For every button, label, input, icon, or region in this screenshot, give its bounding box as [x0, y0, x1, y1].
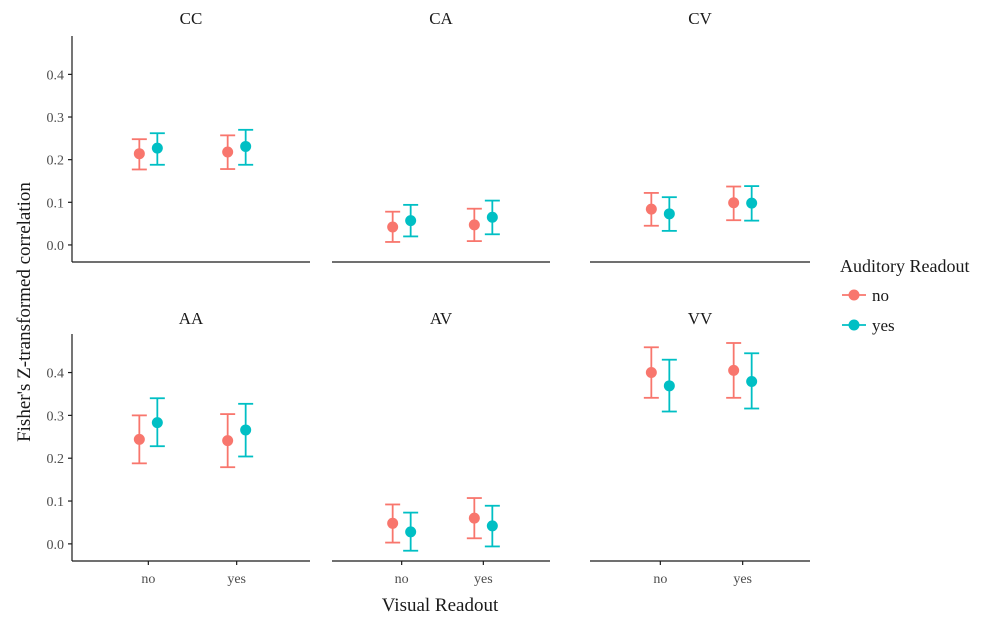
series-yes — [403, 199, 500, 238]
x-tick-label: yes — [227, 572, 246, 587]
data-point — [486, 211, 498, 223]
data-point — [645, 367, 657, 379]
y-tick-label: 0.0 — [47, 239, 65, 254]
data-point — [405, 215, 417, 227]
data-point — [387, 221, 399, 233]
series-no — [643, 185, 742, 227]
data-point — [133, 148, 145, 160]
data-point — [468, 512, 480, 524]
series-yes — [661, 352, 760, 413]
data-point — [151, 142, 163, 154]
x-tick-label: no — [653, 572, 667, 587]
series-no — [131, 134, 236, 171]
data-point — [468, 219, 480, 231]
series-no — [131, 413, 236, 469]
facet-panel-cv: CV — [590, 9, 810, 263]
facet-panels: CC 0.0 0.1 0.2 0.3 0.4 CA CV AA 0.0 0.1 0.2 0.3 0.4 no… — [47, 9, 810, 587]
x-tick-label: yes — [474, 572, 493, 587]
legend-key-point — [848, 289, 860, 301]
series-yes — [661, 185, 760, 232]
legend-label: no — [872, 286, 889, 305]
data-point — [663, 208, 675, 220]
legend-key-point — [848, 319, 860, 331]
y-tick-label: 0.4 — [47, 367, 65, 382]
y-tick-label: 0.2 — [47, 452, 65, 467]
x-tick-label: yes — [733, 572, 752, 587]
data-point — [728, 197, 740, 209]
data-point — [663, 380, 675, 392]
data-point — [728, 364, 740, 376]
x-axis-title: Visual Readout — [382, 595, 499, 616]
y-axis-title: Fisher's Z-transformed correlation — [14, 182, 35, 442]
data-point — [486, 520, 498, 532]
data-point — [133, 433, 145, 445]
y-tick-label: 0.3 — [47, 409, 65, 424]
legend-title: Auditory Readout — [840, 256, 969, 276]
y-tick-label: 0.3 — [47, 111, 65, 126]
legend-label: yes — [872, 316, 895, 335]
legend-entry-no: no — [842, 286, 889, 305]
data-point — [240, 140, 252, 152]
data-point — [387, 517, 399, 529]
data-point — [222, 435, 234, 447]
data-point — [222, 146, 234, 158]
facet-panel-av: AV no yes — [332, 309, 550, 587]
y-tick-label: 0.1 — [47, 196, 65, 211]
panel-title: CV — [688, 9, 712, 28]
legend: Auditory Readout no yes — [840, 256, 969, 335]
panel-title: CA — [429, 9, 453, 28]
data-point — [746, 197, 758, 209]
y-tick-label: 0.2 — [47, 154, 65, 169]
x-tick-label: no — [141, 572, 155, 587]
panel-title: CC — [180, 9, 203, 28]
data-point — [645, 203, 657, 215]
series-yes — [403, 504, 500, 552]
series-no — [385, 497, 482, 544]
facet-panel-cc: CC 0.0 0.1 0.2 0.3 0.4 — [47, 9, 310, 263]
series-yes — [149, 397, 254, 458]
y-tick-label: 0.4 — [47, 68, 65, 83]
panel-title: VV — [688, 309, 713, 328]
facet-panel-aa: AA 0.0 0.1 0.2 0.3 0.4 no yes — [47, 309, 310, 587]
y-tick-label: 0.1 — [47, 495, 65, 510]
data-point — [151, 417, 163, 429]
data-point — [405, 526, 417, 538]
facet-panel-vv: VV no yes — [590, 309, 810, 587]
data-point — [746, 376, 758, 388]
series-yes — [149, 128, 254, 166]
series-no — [643, 342, 742, 399]
y-tick-label: 0.0 — [47, 538, 65, 553]
series-no — [385, 207, 482, 243]
facet-panel-ca: CA — [332, 9, 550, 263]
x-tick-label: no — [395, 572, 409, 587]
panel-title: AA — [179, 309, 204, 328]
legend-entries: no yes — [842, 286, 895, 335]
data-point — [240, 424, 252, 436]
legend-entry-yes: yes — [842, 316, 895, 335]
panel-title: AV — [430, 309, 453, 328]
